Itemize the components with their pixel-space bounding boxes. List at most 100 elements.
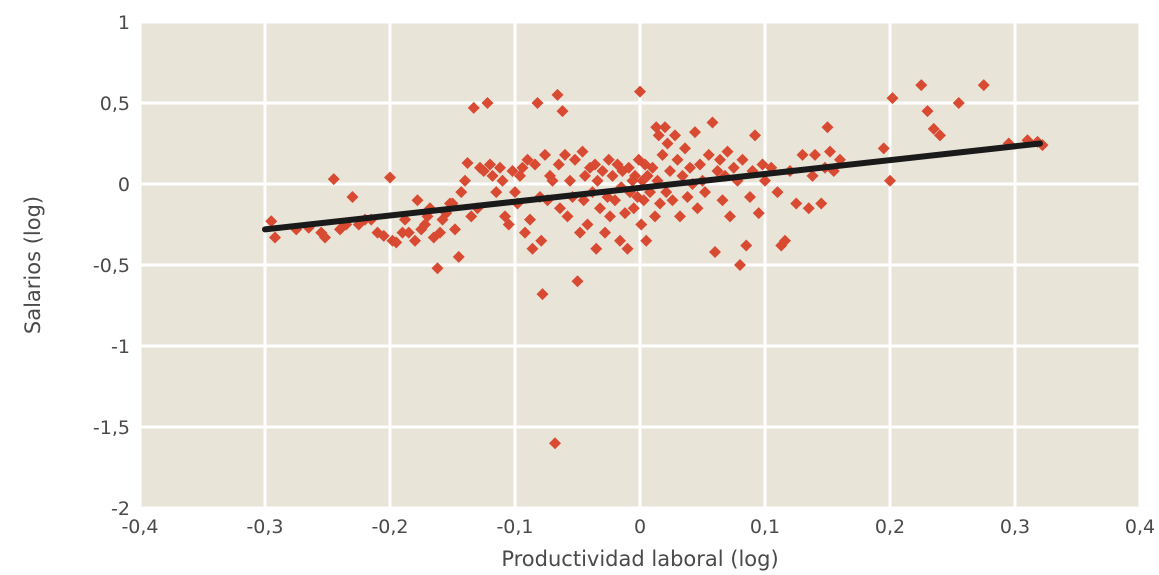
x-tick-label: 0,4	[1125, 516, 1155, 538]
data-point	[377, 229, 390, 242]
data-point	[821, 121, 834, 134]
data-point	[886, 92, 899, 105]
data-point	[529, 158, 541, 171]
data-point	[664, 165, 676, 178]
data-point	[524, 213, 536, 226]
x-tick-label: 0	[634, 516, 646, 538]
data-point	[759, 174, 771, 187]
data-point	[452, 250, 465, 263]
data-point	[599, 226, 611, 239]
data-point	[711, 165, 724, 178]
data-point	[709, 246, 721, 259]
data-point	[486, 169, 499, 182]
data-point	[671, 153, 684, 166]
data-point	[627, 202, 640, 215]
data-point	[649, 210, 661, 223]
data-point	[552, 158, 565, 171]
data-point	[977, 79, 990, 92]
data-point	[549, 437, 561, 450]
data-point	[571, 275, 584, 288]
data-point	[884, 174, 896, 187]
data-point	[646, 161, 659, 174]
data-point	[809, 148, 821, 161]
data-point	[396, 226, 409, 239]
data-point	[724, 210, 736, 223]
data-point	[536, 288, 549, 301]
data-point	[752, 207, 765, 220]
data-point	[699, 186, 711, 199]
data-point	[269, 231, 281, 244]
data-point	[576, 145, 589, 158]
y-tick-label: -0,5	[93, 255, 130, 277]
data-point	[727, 161, 740, 174]
data-point	[915, 79, 928, 92]
data-point	[564, 174, 576, 187]
data-point	[714, 153, 726, 166]
data-point	[952, 97, 965, 109]
data-point	[815, 197, 828, 210]
data-point	[596, 165, 609, 178]
data-point	[516, 161, 529, 174]
y-axis-label: Salarios (log)	[21, 196, 45, 334]
data-point	[411, 194, 424, 207]
data-point	[459, 174, 471, 187]
data-point	[494, 161, 506, 174]
x-tick-label: 0,3	[1000, 516, 1030, 538]
data-point	[496, 174, 509, 187]
data-point	[265, 215, 278, 228]
data-point	[771, 186, 784, 199]
data-point	[666, 194, 679, 207]
data-point	[635, 218, 648, 231]
data-point	[384, 171, 396, 184]
data-point	[706, 116, 719, 129]
data-point	[790, 197, 803, 210]
data-point	[526, 242, 539, 255]
data-point	[327, 173, 340, 186]
data-point	[744, 190, 756, 203]
data-point	[409, 234, 421, 247]
data-point	[702, 148, 715, 161]
data-point	[824, 145, 836, 158]
data-point	[669, 129, 681, 142]
data-point	[921, 105, 934, 118]
data-point	[622, 161, 635, 174]
data-point	[716, 194, 729, 207]
data-point	[434, 226, 446, 239]
x-tick-label: -0,4	[121, 516, 158, 538]
x-tick-label: 0,2	[875, 516, 905, 538]
data-point	[490, 186, 503, 199]
data-point	[561, 210, 574, 223]
data-point	[535, 234, 548, 247]
y-tick-label: -1,5	[93, 417, 130, 439]
data-point	[581, 218, 594, 231]
data-point	[641, 169, 654, 182]
data-point	[660, 186, 673, 199]
y-tick-label: 0	[118, 174, 130, 196]
data-point	[934, 129, 946, 142]
data-point	[589, 158, 601, 171]
data-point	[481, 97, 494, 109]
data-point	[484, 158, 496, 171]
data-point	[574, 226, 586, 239]
data-point	[802, 202, 815, 215]
data-point	[609, 194, 621, 207]
data-point	[551, 88, 564, 101]
data-point	[556, 105, 569, 118]
x-tick-label: -0,2	[371, 516, 408, 538]
data-point	[640, 234, 653, 247]
data-point	[431, 262, 444, 275]
x-tick-label: -0,3	[246, 516, 283, 538]
data-point	[590, 242, 603, 255]
data-point	[681, 190, 694, 203]
y-tick-label: 1	[118, 12, 130, 34]
data-point	[796, 148, 809, 161]
x-tick-label: -0,1	[496, 516, 533, 538]
data-point	[559, 148, 571, 161]
data-point	[461, 156, 474, 169]
y-tick-label: 0,5	[100, 93, 130, 115]
data-point	[467, 101, 480, 114]
data-point	[546, 174, 559, 187]
data-point	[519, 226, 531, 239]
data-point	[606, 169, 619, 182]
